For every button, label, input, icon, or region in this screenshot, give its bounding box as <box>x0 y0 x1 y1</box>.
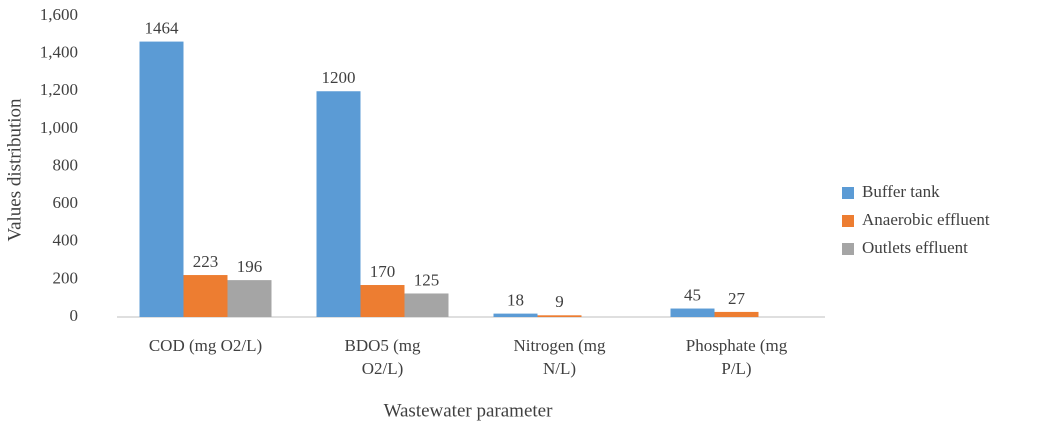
y-tick-label: 1,600 <box>40 5 78 24</box>
x-tick-label: BDO5 (mg <box>344 336 421 355</box>
bar <box>537 315 582 317</box>
y-tick-label: 1,200 <box>40 80 78 99</box>
bar <box>670 308 715 317</box>
legend-label: Outlets effluent <box>862 238 968 257</box>
x-tick-label: N/L) <box>543 359 576 378</box>
legend-swatch <box>842 187 854 199</box>
y-tick-label: 400 <box>53 231 79 250</box>
y-tick-label: 200 <box>53 268 79 287</box>
value-label: 9 <box>555 292 564 311</box>
bar <box>316 91 361 317</box>
bar <box>183 275 228 317</box>
y-tick-label: 1,000 <box>40 118 78 137</box>
bar <box>227 280 272 317</box>
y-tick-label: 600 <box>53 193 79 212</box>
legend-label: Anaerobic effluent <box>862 210 990 229</box>
x-tick-label: Phosphate (mg <box>686 336 788 355</box>
x-tick-label: O2/L) <box>362 359 404 378</box>
bar <box>714 311 759 317</box>
y-tick-label: 0 <box>70 306 79 325</box>
x-tick-label: P/L) <box>721 359 751 378</box>
bar <box>404 293 449 317</box>
value-label: 1464 <box>145 18 180 37</box>
legend-label: Buffer tank <box>862 182 940 201</box>
bar <box>139 41 184 318</box>
value-label: 223 <box>193 252 219 271</box>
bar <box>493 313 538 317</box>
legend-swatch <box>842 243 854 255</box>
value-label: 196 <box>237 257 263 276</box>
value-label: 1200 <box>322 68 356 87</box>
x-tick-label: Nitrogen (mg <box>513 336 606 355</box>
y-tick-label: 1,400 <box>40 43 78 62</box>
y-tick-label: 800 <box>53 155 79 174</box>
y-axis-title: Values distribution <box>4 98 25 242</box>
bar <box>360 285 405 317</box>
x-tick-label: COD (mg O2/L) <box>149 336 262 355</box>
value-label: 27 <box>728 289 746 308</box>
value-label: 45 <box>684 285 701 304</box>
value-label: 18 <box>507 291 524 310</box>
value-label: 170 <box>370 262 396 281</box>
legend-swatch <box>842 215 854 227</box>
x-axis-title: Wastewater parameter <box>384 400 554 421</box>
value-label: 125 <box>414 270 440 289</box>
